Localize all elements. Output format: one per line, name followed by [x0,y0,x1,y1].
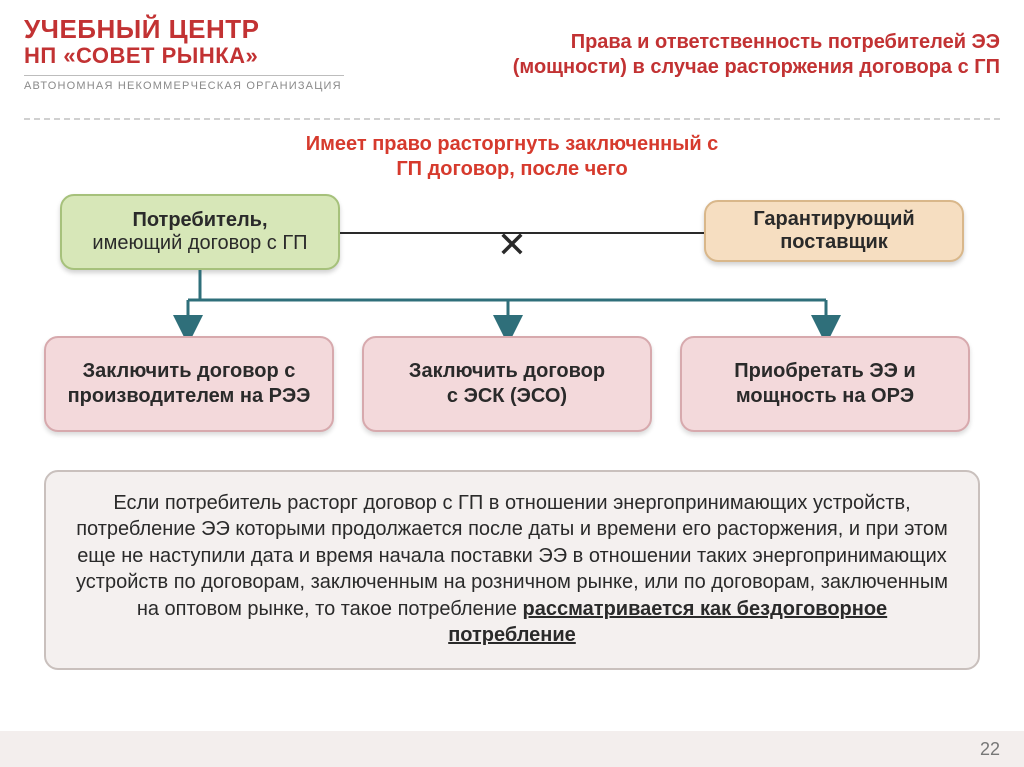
header-separator [24,118,1000,120]
page-number: 22 [980,739,1000,760]
supplier-line2: поставщик [753,231,914,254]
consumer-node: Потребитель, имеющий договор с ГП [60,194,340,270]
logo-subtitle: АВТОНОМНАЯ НЕКОММЕРЧЕСКАЯ ОРГАНИЗАЦИЯ [24,80,344,92]
option-3-line1: Приобретать ЭЭ и [734,359,915,384]
logo-divider [24,75,344,76]
subtitle-line1: Имеет право расторгнуть заключенный с [0,132,1024,157]
consumer-text: Потребитель, имеющий договор с ГП [92,209,307,255]
subtitle: Имеет право расторгнуть заключенный с ГП… [0,132,1024,182]
cross-icon: ✕ [497,224,527,266]
consumer-line2: имеющий договор с ГП [92,232,307,255]
supplier-line1: Гарантирующий [753,208,914,231]
option-2-node: Заключить договор с ЭСК (ЭСО) [362,336,652,432]
slide-title: Права и ответственность потребителей ЭЭ … [440,30,1000,80]
logo-block: УЧЕБНЫЙ ЦЕНТР НП «СОВЕТ РЫНКА» АВТОНОМНА… [24,14,344,92]
info-text: Если потребитель расторг договор с ГП в … [72,490,952,648]
option-2-line2: с ЭСК (ЭСО) [409,384,605,409]
subtitle-line2: ГП договор, после чего [0,157,1024,182]
supplier-node: Гарантирующий поставщик [704,200,964,262]
logo-line2: НП «СОВЕТ РЫНКА» [24,43,344,69]
supplier-text: Гарантирующий поставщик [753,208,914,254]
option-3-line2: мощность на ОРЭ [734,384,915,409]
title-line1: Права и ответственность потребителей ЭЭ [440,30,1000,55]
logo-line1: УЧЕБНЫЙ ЦЕНТР [24,14,344,45]
title-line2: (мощности) в случае расторжения договора… [440,55,1000,80]
footer: 22 [0,731,1024,767]
option-1-line1: Заключить договор с [68,359,311,384]
slide: УЧЕБНЫЙ ЦЕНТР НП «СОВЕТ РЫНКА» АВТОНОМНА… [0,0,1024,767]
option-1-line2: производителем на РЭЭ [68,384,311,409]
option-1-text: Заключить договор с производителем на РЭ… [68,359,311,409]
option-2-text: Заключить договор с ЭСК (ЭСО) [409,359,605,409]
consumer-line1: Потребитель, [92,209,307,232]
info-box: Если потребитель расторг договор с ГП в … [44,470,980,670]
option-3-text: Приобретать ЭЭ и мощность на ОРЭ [734,359,915,409]
option-1-node: Заключить договор с производителем на РЭ… [44,336,334,432]
option-3-node: Приобретать ЭЭ и мощность на ОРЭ [680,336,970,432]
option-2-line1: Заключить договор [409,359,605,384]
